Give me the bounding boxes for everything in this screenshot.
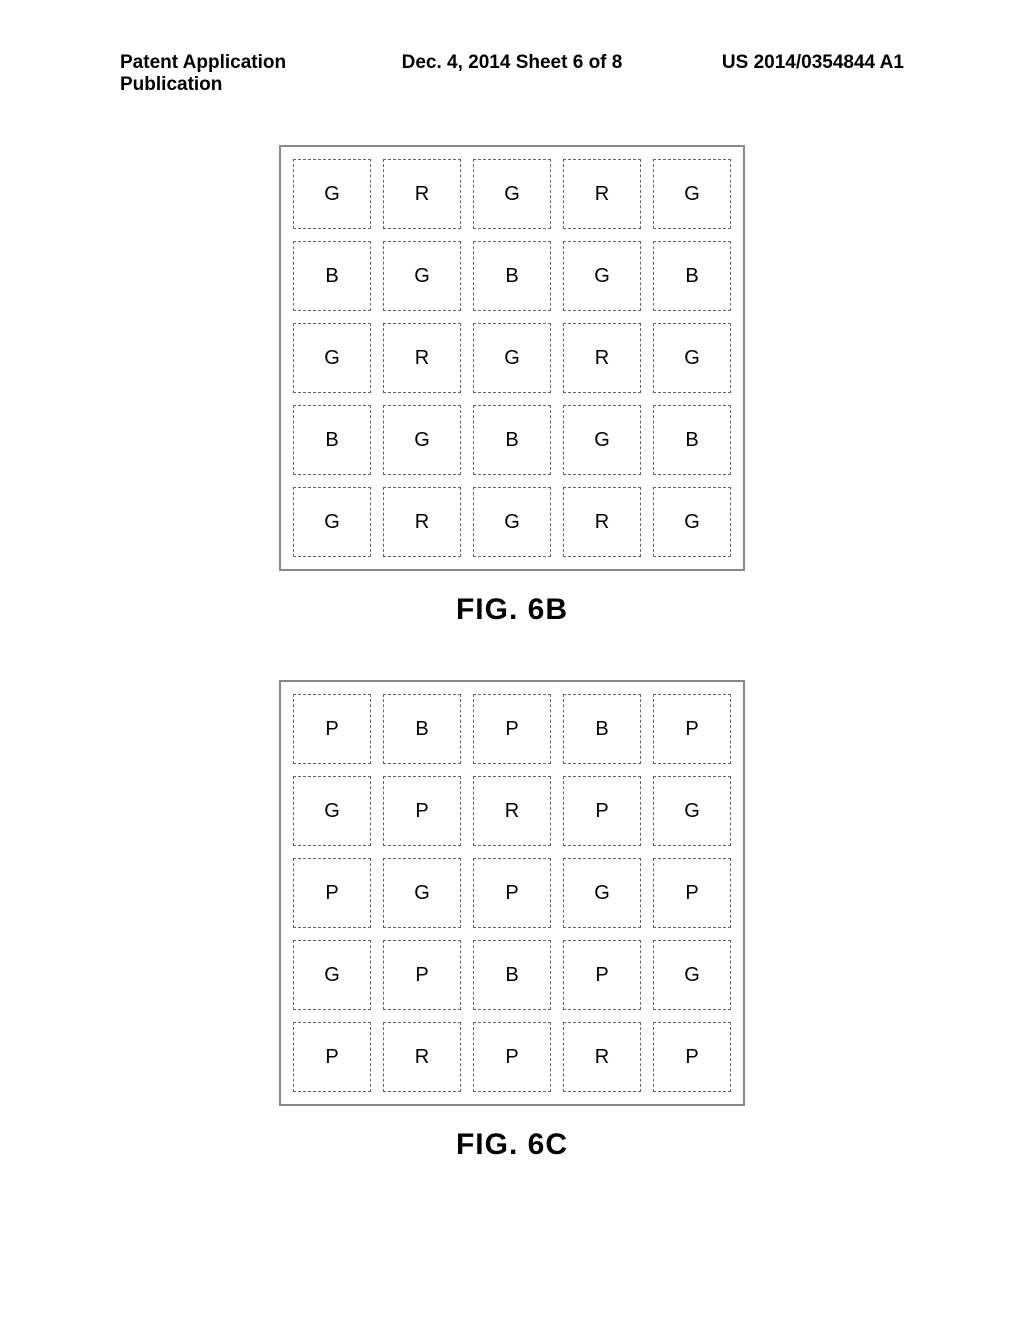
grid-6b-cell-0-4: G: [653, 159, 731, 229]
header-right: US 2014/0354844 A1: [643, 52, 904, 96]
grid-6c-cell-3-3: P: [563, 940, 641, 1010]
grid-6c-cell-1-1: P: [383, 776, 461, 846]
grid-6c-cell-0-4: P: [653, 694, 731, 764]
grid-6b-cell-2-0: G: [293, 323, 371, 393]
grid-6b-cell-0-0: G: [293, 159, 371, 229]
grid-6c-cell-2-0: P: [293, 858, 371, 928]
grid-6b-cell-0-3: R: [563, 159, 641, 229]
grid-6c-cell-2-3: G: [563, 858, 641, 928]
grid-6b-cell-2-3: R: [563, 323, 641, 393]
grid-6b-cell-1-3: G: [563, 241, 641, 311]
grid-6c-cell-1-2: R: [473, 776, 551, 846]
grid-6c-cell-1-3: P: [563, 776, 641, 846]
grid-6c-cell-2-2: P: [473, 858, 551, 928]
grid-6c-cell-4-1: R: [383, 1022, 461, 1092]
grid-6c-cell-0-0: P: [293, 694, 371, 764]
caption-6c: FIG. 6C: [456, 1128, 568, 1162]
grid-6b-cell-1-2: B: [473, 241, 551, 311]
grid-6c-cell-4-2: P: [473, 1022, 551, 1092]
grid-6b-cell-4-1: R: [383, 487, 461, 557]
grid-6c-cell-2-4: P: [653, 858, 731, 928]
grid-6c-cell-3-4: G: [653, 940, 731, 1010]
grid-6b-cell-3-3: G: [563, 405, 641, 475]
grid-6b-cell-1-0: B: [293, 241, 371, 311]
grid-6c-cell-3-1: P: [383, 940, 461, 1010]
grid-6b-cell-4-3: R: [563, 487, 641, 557]
grid-6b-cell-1-4: B: [653, 241, 731, 311]
grid-6c-cell-2-1: G: [383, 858, 461, 928]
grid-6b: GRGRGBGBGBGRGRGBGBGBGRGRG: [279, 145, 745, 571]
grid-6c: PBPBPGPRPGPGPGPGPBPGPRPRP: [279, 680, 745, 1106]
figure-6b: GRGRGBGBGBGRGRGBGBGBGRGRG FIG. 6B: [279, 145, 745, 627]
grid-6b-cell-4-4: G: [653, 487, 731, 557]
grid-6b-cell-3-1: G: [383, 405, 461, 475]
grid-6c-cell-4-0: P: [293, 1022, 371, 1092]
grid-6b-cell-2-2: G: [473, 323, 551, 393]
grid-6b-cell-0-2: G: [473, 159, 551, 229]
header-center: Dec. 4, 2014 Sheet 6 of 8: [381, 52, 642, 96]
header-left: Patent Application Publication: [120, 52, 381, 96]
grid-6b-cell-2-4: G: [653, 323, 731, 393]
caption-6b: FIG. 6B: [456, 593, 568, 627]
grid-6b-cell-4-0: G: [293, 487, 371, 557]
page-header: Patent Application Publication Dec. 4, 2…: [0, 52, 1024, 96]
grid-6c-cell-0-3: B: [563, 694, 641, 764]
grid-6b-cell-3-4: B: [653, 405, 731, 475]
grid-6c-cell-0-1: B: [383, 694, 461, 764]
grid-6b-cell-2-1: R: [383, 323, 461, 393]
grid-6b-cell-1-1: G: [383, 241, 461, 311]
grid-6c-cell-1-0: G: [293, 776, 371, 846]
grid-6c-cell-0-2: P: [473, 694, 551, 764]
grid-6b-cell-0-1: R: [383, 159, 461, 229]
grid-6b-cell-3-2: B: [473, 405, 551, 475]
grid-6c-cell-4-3: R: [563, 1022, 641, 1092]
grid-6b-cell-4-2: G: [473, 487, 551, 557]
figure-6c: PBPBPGPRPGPGPGPGPBPGPRPRP FIG. 6C: [279, 680, 745, 1162]
grid-6c-cell-3-2: B: [473, 940, 551, 1010]
grid-6c-cell-1-4: G: [653, 776, 731, 846]
grid-6b-cell-3-0: B: [293, 405, 371, 475]
grid-6c-cell-4-4: P: [653, 1022, 731, 1092]
grid-6c-cell-3-0: G: [293, 940, 371, 1010]
